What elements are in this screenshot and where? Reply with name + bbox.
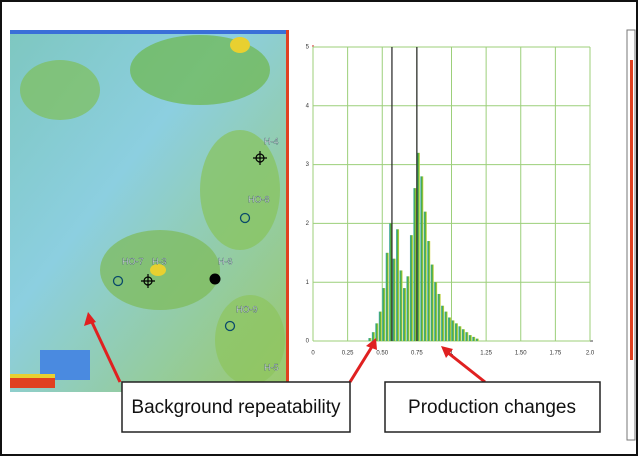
histogram-bar [444,311,448,341]
histogram-bar [448,317,451,341]
arrow-head [441,346,453,358]
well-label: H-4 [264,136,279,146]
x-tick-label: 1.50 [515,351,527,357]
histogram-bar [451,320,455,341]
histogram-bar [437,293,441,341]
histogram-bar [454,323,458,341]
callout-text: Background repeatability [131,397,341,418]
callout-box [121,381,351,433]
histogram-bar [378,311,382,341]
map-blob [200,130,280,250]
y-tick-label: 4 [306,103,310,109]
map-blob [20,60,100,120]
histogram-bar [392,258,396,341]
callout-box [384,381,601,433]
histogram-bar [465,332,469,341]
y-tick-label: 5 [306,45,310,51]
well-label: HO-9 [236,304,258,314]
y-tick-label: 1 [306,280,310,286]
adjacent-panel-edge [630,60,633,360]
histogram-bar [475,338,479,341]
histogram-bar [420,176,424,341]
histogram-bar [396,229,400,341]
histogram-bar [375,323,379,341]
map-blob [10,378,55,388]
map-blob [230,37,250,53]
x-tick-label: 1.25 [480,351,492,357]
arrow-head [84,312,96,326]
x-tick-label: 2.0 [586,351,595,357]
well-marker [239,212,251,224]
histogram-bar [399,270,403,341]
arrow [348,344,375,383]
map-blob [215,295,285,385]
arrow [88,317,122,383]
histogram-bar [472,336,476,341]
arrow-head [366,338,377,350]
map-blob [150,264,166,276]
well-label: HO-7 [122,256,144,266]
well-label: H-5 [264,362,279,372]
well-label: HO-8 [248,194,270,204]
x-tick-label: 1 [450,351,454,357]
histogram-bar [441,305,445,341]
y-tick-label: 0 [306,339,310,345]
histogram-bar [430,264,434,341]
histogram-bar [458,326,462,341]
callout-text: Production changes [408,397,576,418]
x-tick-label: 0.75 [411,351,423,357]
well-label: H-6 [218,256,233,266]
well-marker [209,273,221,285]
well-label: H-3 [152,256,167,266]
histogram-bar [406,276,410,341]
y-tick-label: 3 [306,162,310,168]
arrows [84,312,486,384]
map-blob [10,374,55,378]
y-tick-label: 2 [306,221,310,227]
histogram-bar [413,188,417,341]
histogram-bar [382,288,386,341]
map-blob [130,35,270,105]
histogram-bar [385,252,389,341]
histogram-bar [434,282,438,341]
histogram-bar [389,223,393,341]
histogram-bar [371,332,375,341]
well-marker [112,275,124,287]
histogram-bar [468,335,472,341]
histogram-bar [423,211,427,341]
histogram-bar [461,329,465,341]
histogram-bar [368,338,372,341]
arrow [446,350,486,384]
map-edge [10,30,288,34]
histogram-bar [416,152,420,341]
x-tick-label: 1.75 [550,351,562,357]
histogram-bar [409,235,413,341]
x-tick-label: 0.25 [342,351,354,357]
well-marker [253,151,267,165]
well-marker [224,320,236,332]
well-marker [141,274,155,288]
x-tick-label: 0.50 [376,351,388,357]
x-tick-label: 0 [311,351,315,357]
histogram-bar [427,241,431,341]
map-edge [286,30,289,392]
histogram-bar [403,288,406,341]
map-panel [10,30,289,392]
